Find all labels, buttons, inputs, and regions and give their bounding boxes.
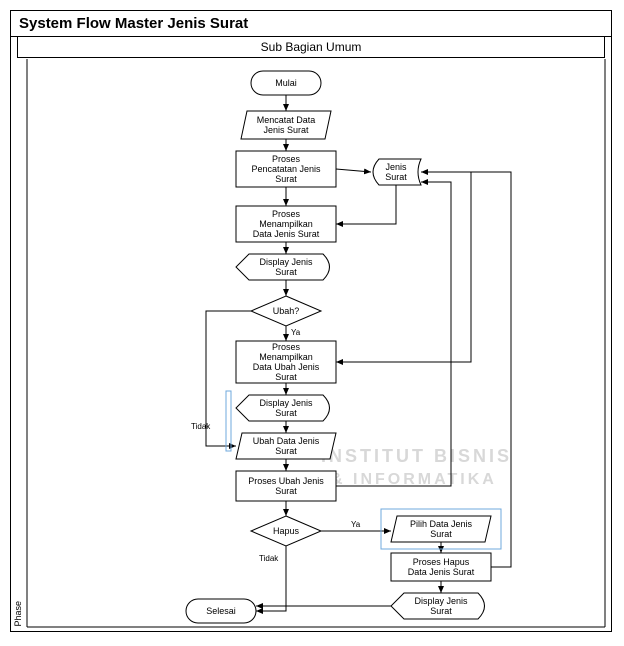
svg-text:Proses: Proses: [272, 154, 301, 164]
svg-text:Menampilkan: Menampilkan: [259, 352, 313, 362]
svg-text:Pencatatan Jenis: Pencatatan Jenis: [251, 164, 321, 174]
svg-text:Tidak: Tidak: [259, 554, 279, 563]
svg-text:Surat: Surat: [430, 529, 452, 539]
svg-text:Surat: Surat: [430, 606, 452, 616]
svg-text:Menampilkan: Menampilkan: [259, 219, 313, 229]
svg-text:Tidak: Tidak: [191, 422, 211, 431]
svg-text:Ubah Data Jenis: Ubah Data Jenis: [253, 436, 320, 446]
svg-text:Surat: Surat: [275, 446, 297, 456]
flowchart-canvas: MulaiMencatat DataJenis SuratProsesPenca…: [11, 11, 611, 631]
svg-text:Surat: Surat: [385, 172, 407, 182]
svg-text:Ya: Ya: [291, 328, 301, 337]
svg-text:Display Jenis: Display Jenis: [259, 398, 313, 408]
svg-text:Ubah?: Ubah?: [273, 306, 300, 316]
svg-text:Proses: Proses: [272, 209, 301, 219]
svg-text:Surat: Surat: [275, 408, 297, 418]
svg-text:Surat: Surat: [275, 372, 297, 382]
svg-text:Surat: Surat: [275, 486, 297, 496]
svg-text:Jenis: Jenis: [385, 162, 407, 172]
svg-text:Selesai: Selesai: [206, 606, 236, 616]
svg-text:Proses Hapus: Proses Hapus: [413, 557, 470, 567]
svg-text:Proses: Proses: [272, 342, 301, 352]
svg-text:Display Jenis: Display Jenis: [414, 596, 468, 606]
svg-text:Ya: Ya: [351, 520, 361, 529]
svg-text:Mulai: Mulai: [275, 78, 297, 88]
svg-text:Jenis Surat: Jenis Surat: [263, 125, 309, 135]
svg-text:Proses Ubah Jenis: Proses Ubah Jenis: [248, 476, 324, 486]
svg-text:Data Ubah Jenis: Data Ubah Jenis: [253, 362, 320, 372]
svg-text:Surat: Surat: [275, 267, 297, 277]
svg-text:Data Jenis Surat: Data Jenis Surat: [408, 567, 475, 577]
svg-text:Mencatat Data: Mencatat Data: [257, 115, 316, 125]
svg-text:Data Jenis Surat: Data Jenis Surat: [253, 229, 320, 239]
svg-text:Pilih Data Jenis: Pilih Data Jenis: [410, 519, 473, 529]
svg-text:Display Jenis: Display Jenis: [259, 257, 313, 267]
svg-text:Hapus: Hapus: [273, 526, 300, 536]
svg-text:Surat: Surat: [275, 174, 297, 184]
